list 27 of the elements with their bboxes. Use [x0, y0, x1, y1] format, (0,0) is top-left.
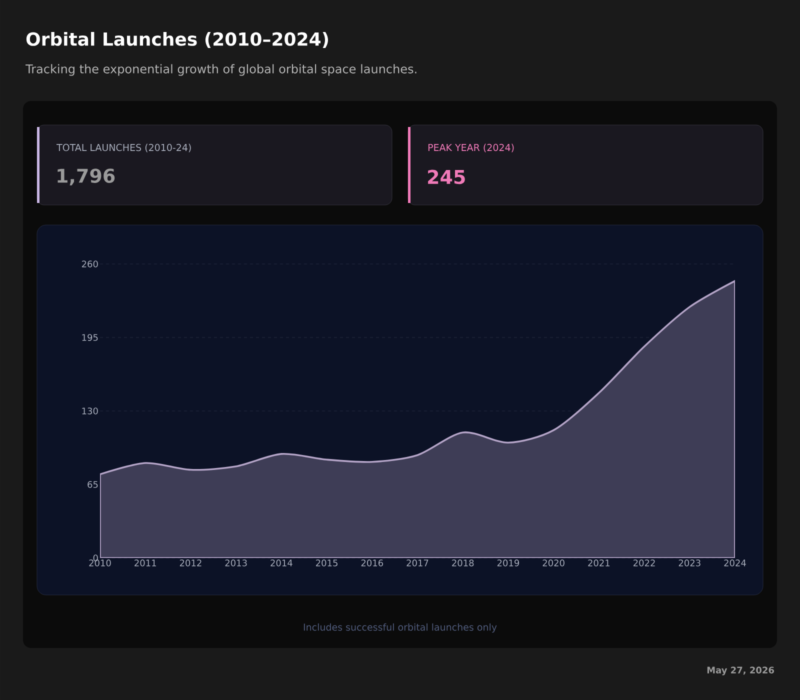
chart-title: Orbital Launches (2010–2024) — [26, 32, 328, 48]
y-tick-label: 65 — [88, 481, 98, 488]
y-tick-label: 195 — [82, 334, 98, 341]
text: 245 — [428, 170, 465, 184]
y-tick-label: 130 — [82, 408, 98, 414]
x-tick-label: 2015 — [316, 560, 338, 566]
text: 1,796 — [58, 168, 115, 186]
x-tick-label: 2012 — [180, 560, 202, 566]
text: PEAK YEAR (2024) — [428, 144, 514, 152]
text: Includes successful orbital launches only — [304, 623, 497, 633]
y-tick-label: 260 — [82, 260, 98, 268]
x-tick-label: 2023 — [678, 560, 700, 566]
x-tick-label: 2010 — [89, 560, 111, 566]
x-tick-label: 2013 — [225, 560, 247, 566]
chart-subtitle: Tracking the exponential growth of global orbital space launches. — [26, 64, 416, 76]
x-tick-label: 2011 — [134, 560, 156, 566]
text: May 27, 2026 — [707, 666, 774, 676]
x-tick-label: 2019 — [497, 560, 520, 566]
x-tick-label: 2022 — [633, 560, 655, 566]
x-tick-label: 2016 — [361, 560, 384, 566]
x-tick-label: 2024 — [724, 560, 746, 566]
x-tick-label: 2020 — [542, 560, 564, 566]
x-tick-label: 2021 — [588, 560, 610, 566]
x-tick-label: 2017 — [406, 560, 428, 566]
text: TOTAL LAUNCHES (2010-24) — [56, 144, 191, 152]
x-tick-label: 2014 — [270, 560, 292, 566]
x-tick-label: 2018 — [452, 560, 474, 566]
